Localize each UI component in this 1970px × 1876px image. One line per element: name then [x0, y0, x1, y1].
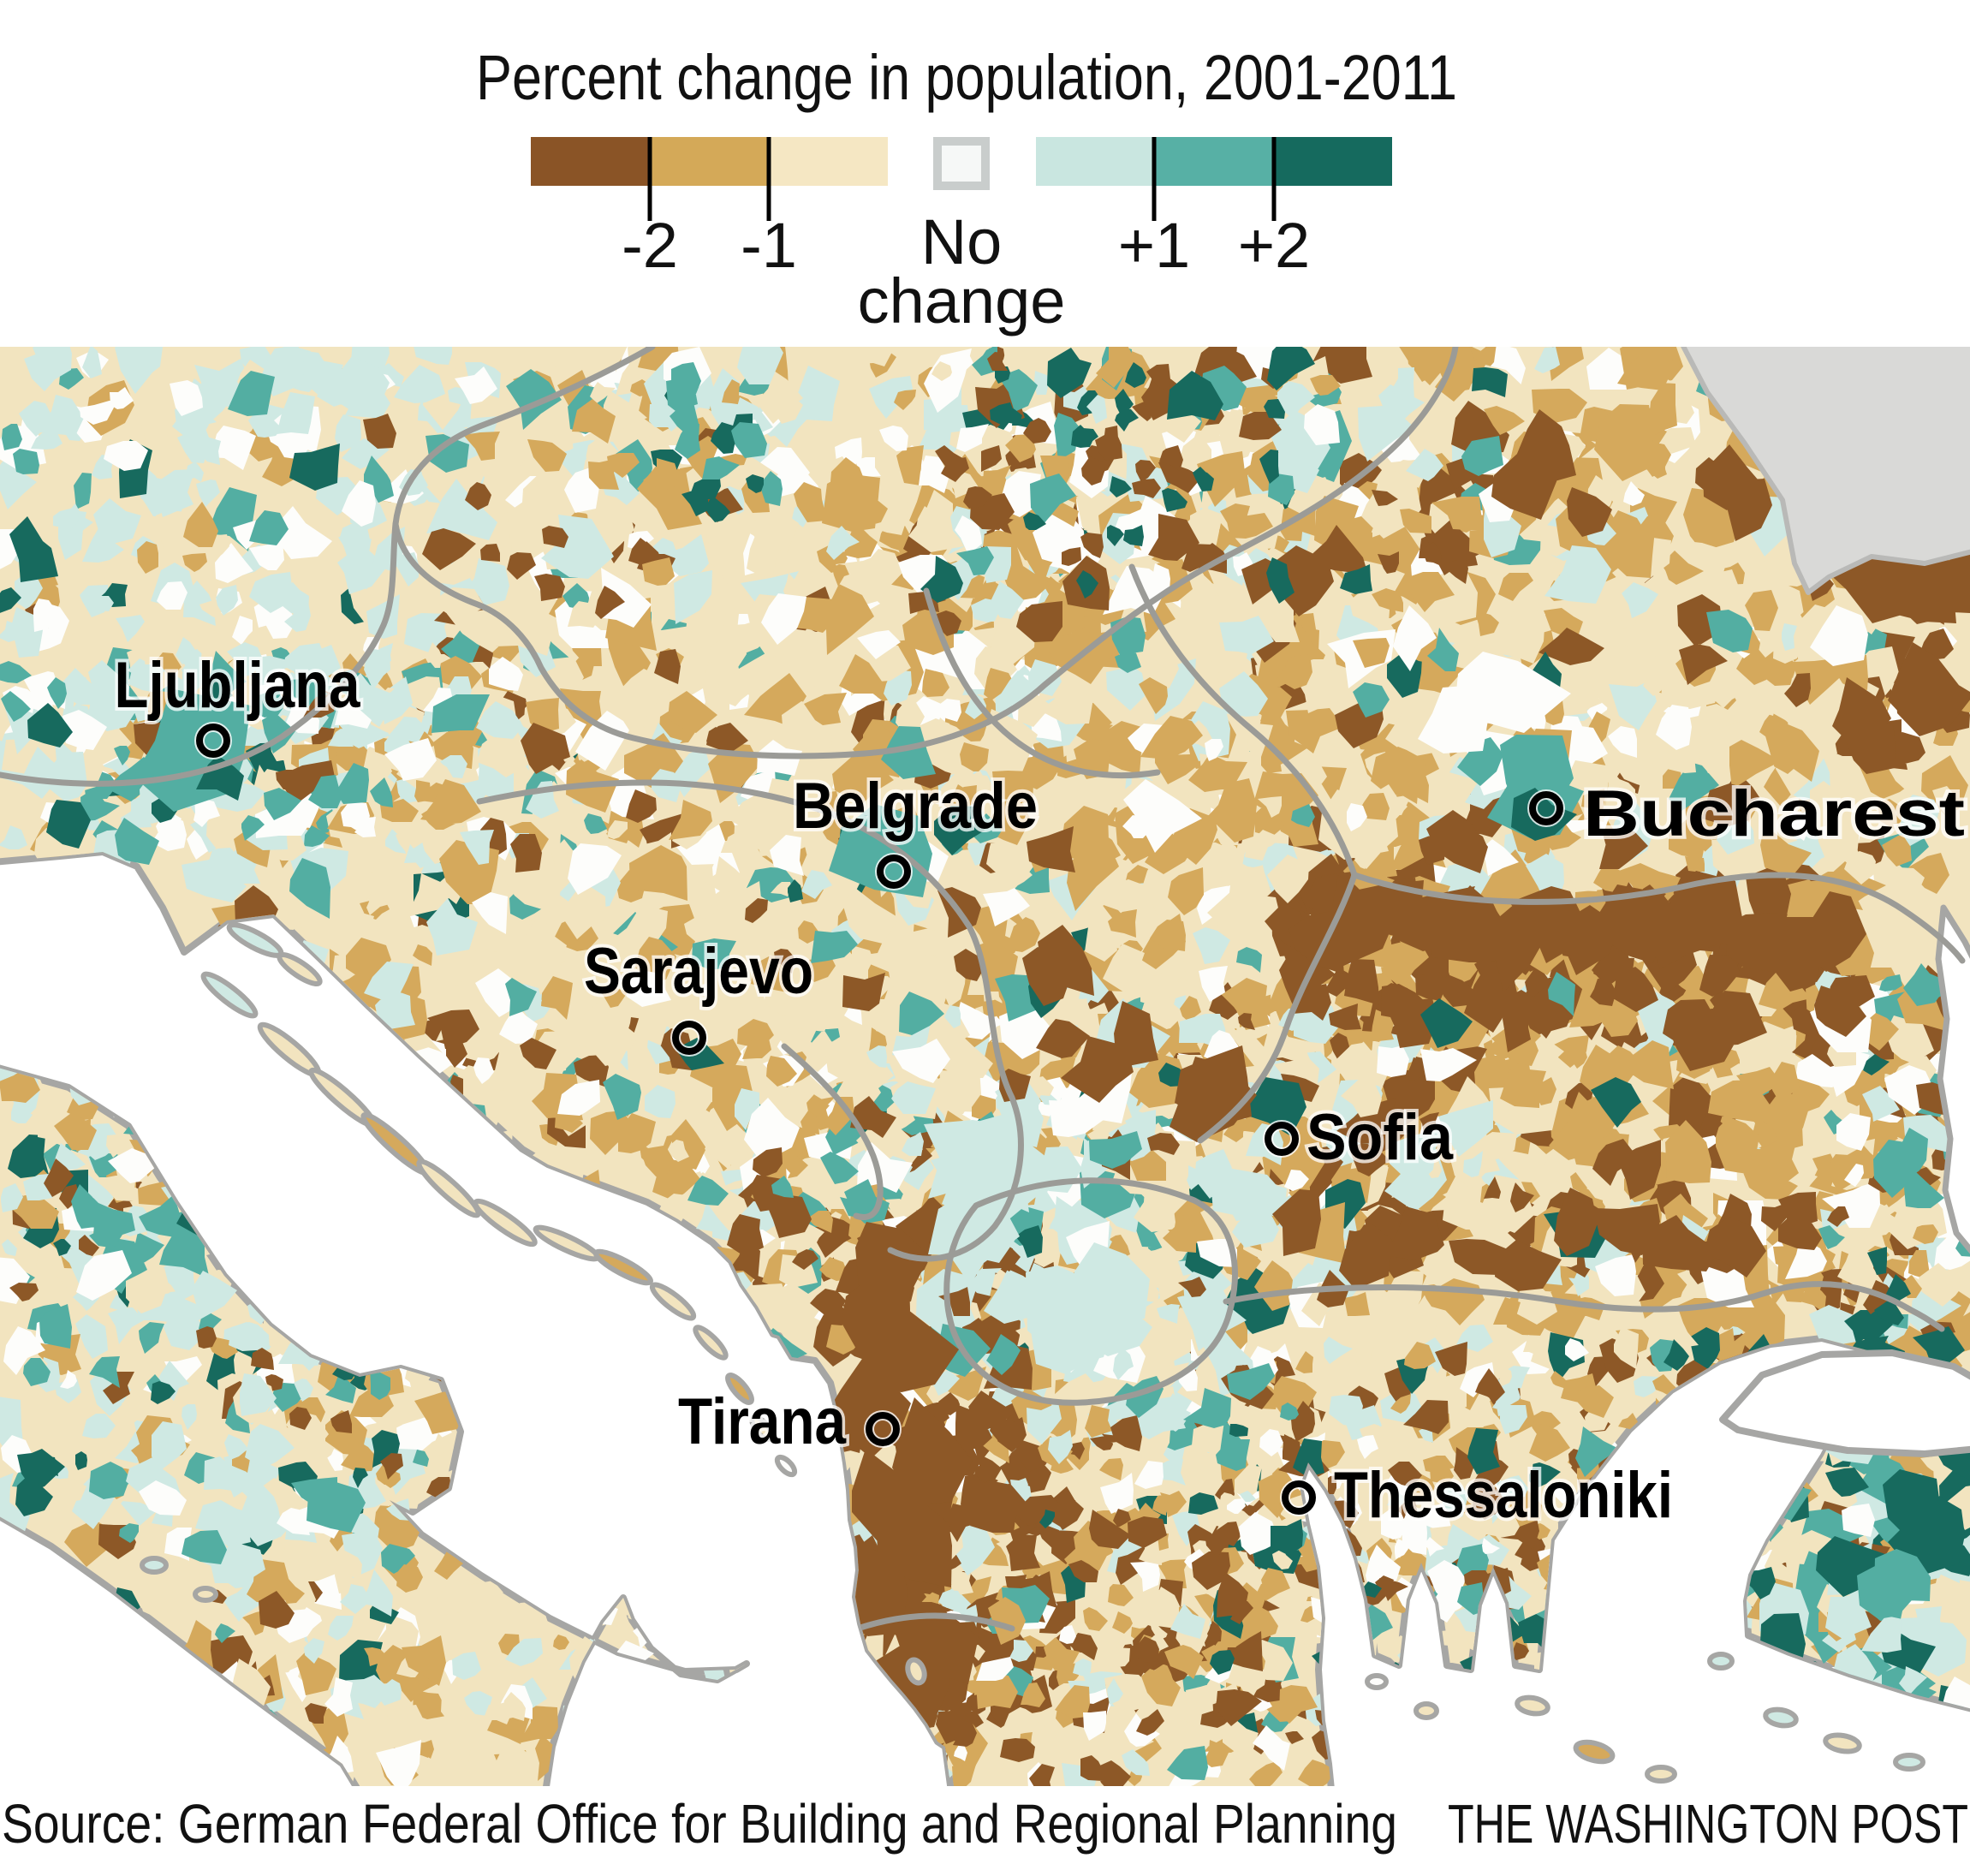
- svg-text:Sofia: Sofia: [1306, 1101, 1454, 1174]
- svg-text:-2: -2: [622, 210, 678, 281]
- svg-text:Bucharest: Bucharest: [1583, 777, 1965, 850]
- svg-text:Thessaloniki: Thessaloniki: [1334, 1459, 1673, 1532]
- svg-text:No: No: [921, 206, 1003, 277]
- svg-text:THE WASHINGTON POST: THE WASHINGTON POST: [1448, 1793, 1968, 1855]
- svg-text:Sarajevo: Sarajevo: [584, 935, 813, 1008]
- svg-text:Percent change in population,: Percent change in population, 2001-2011: [476, 42, 1457, 113]
- svg-text:+2: +2: [1238, 210, 1310, 281]
- svg-text:Belgrade: Belgrade: [793, 770, 1038, 843]
- svg-text:Ljubljana: Ljubljana: [115, 649, 361, 722]
- svg-text:Source: German Federal Office: Source: German Federal Office for Buildi…: [2, 1793, 1397, 1855]
- svg-text:Tirana: Tirana: [678, 1385, 847, 1458]
- svg-text:change: change: [858, 265, 1066, 336]
- svg-text:+1: +1: [1118, 210, 1190, 281]
- svg-text:-1: -1: [741, 210, 797, 281]
